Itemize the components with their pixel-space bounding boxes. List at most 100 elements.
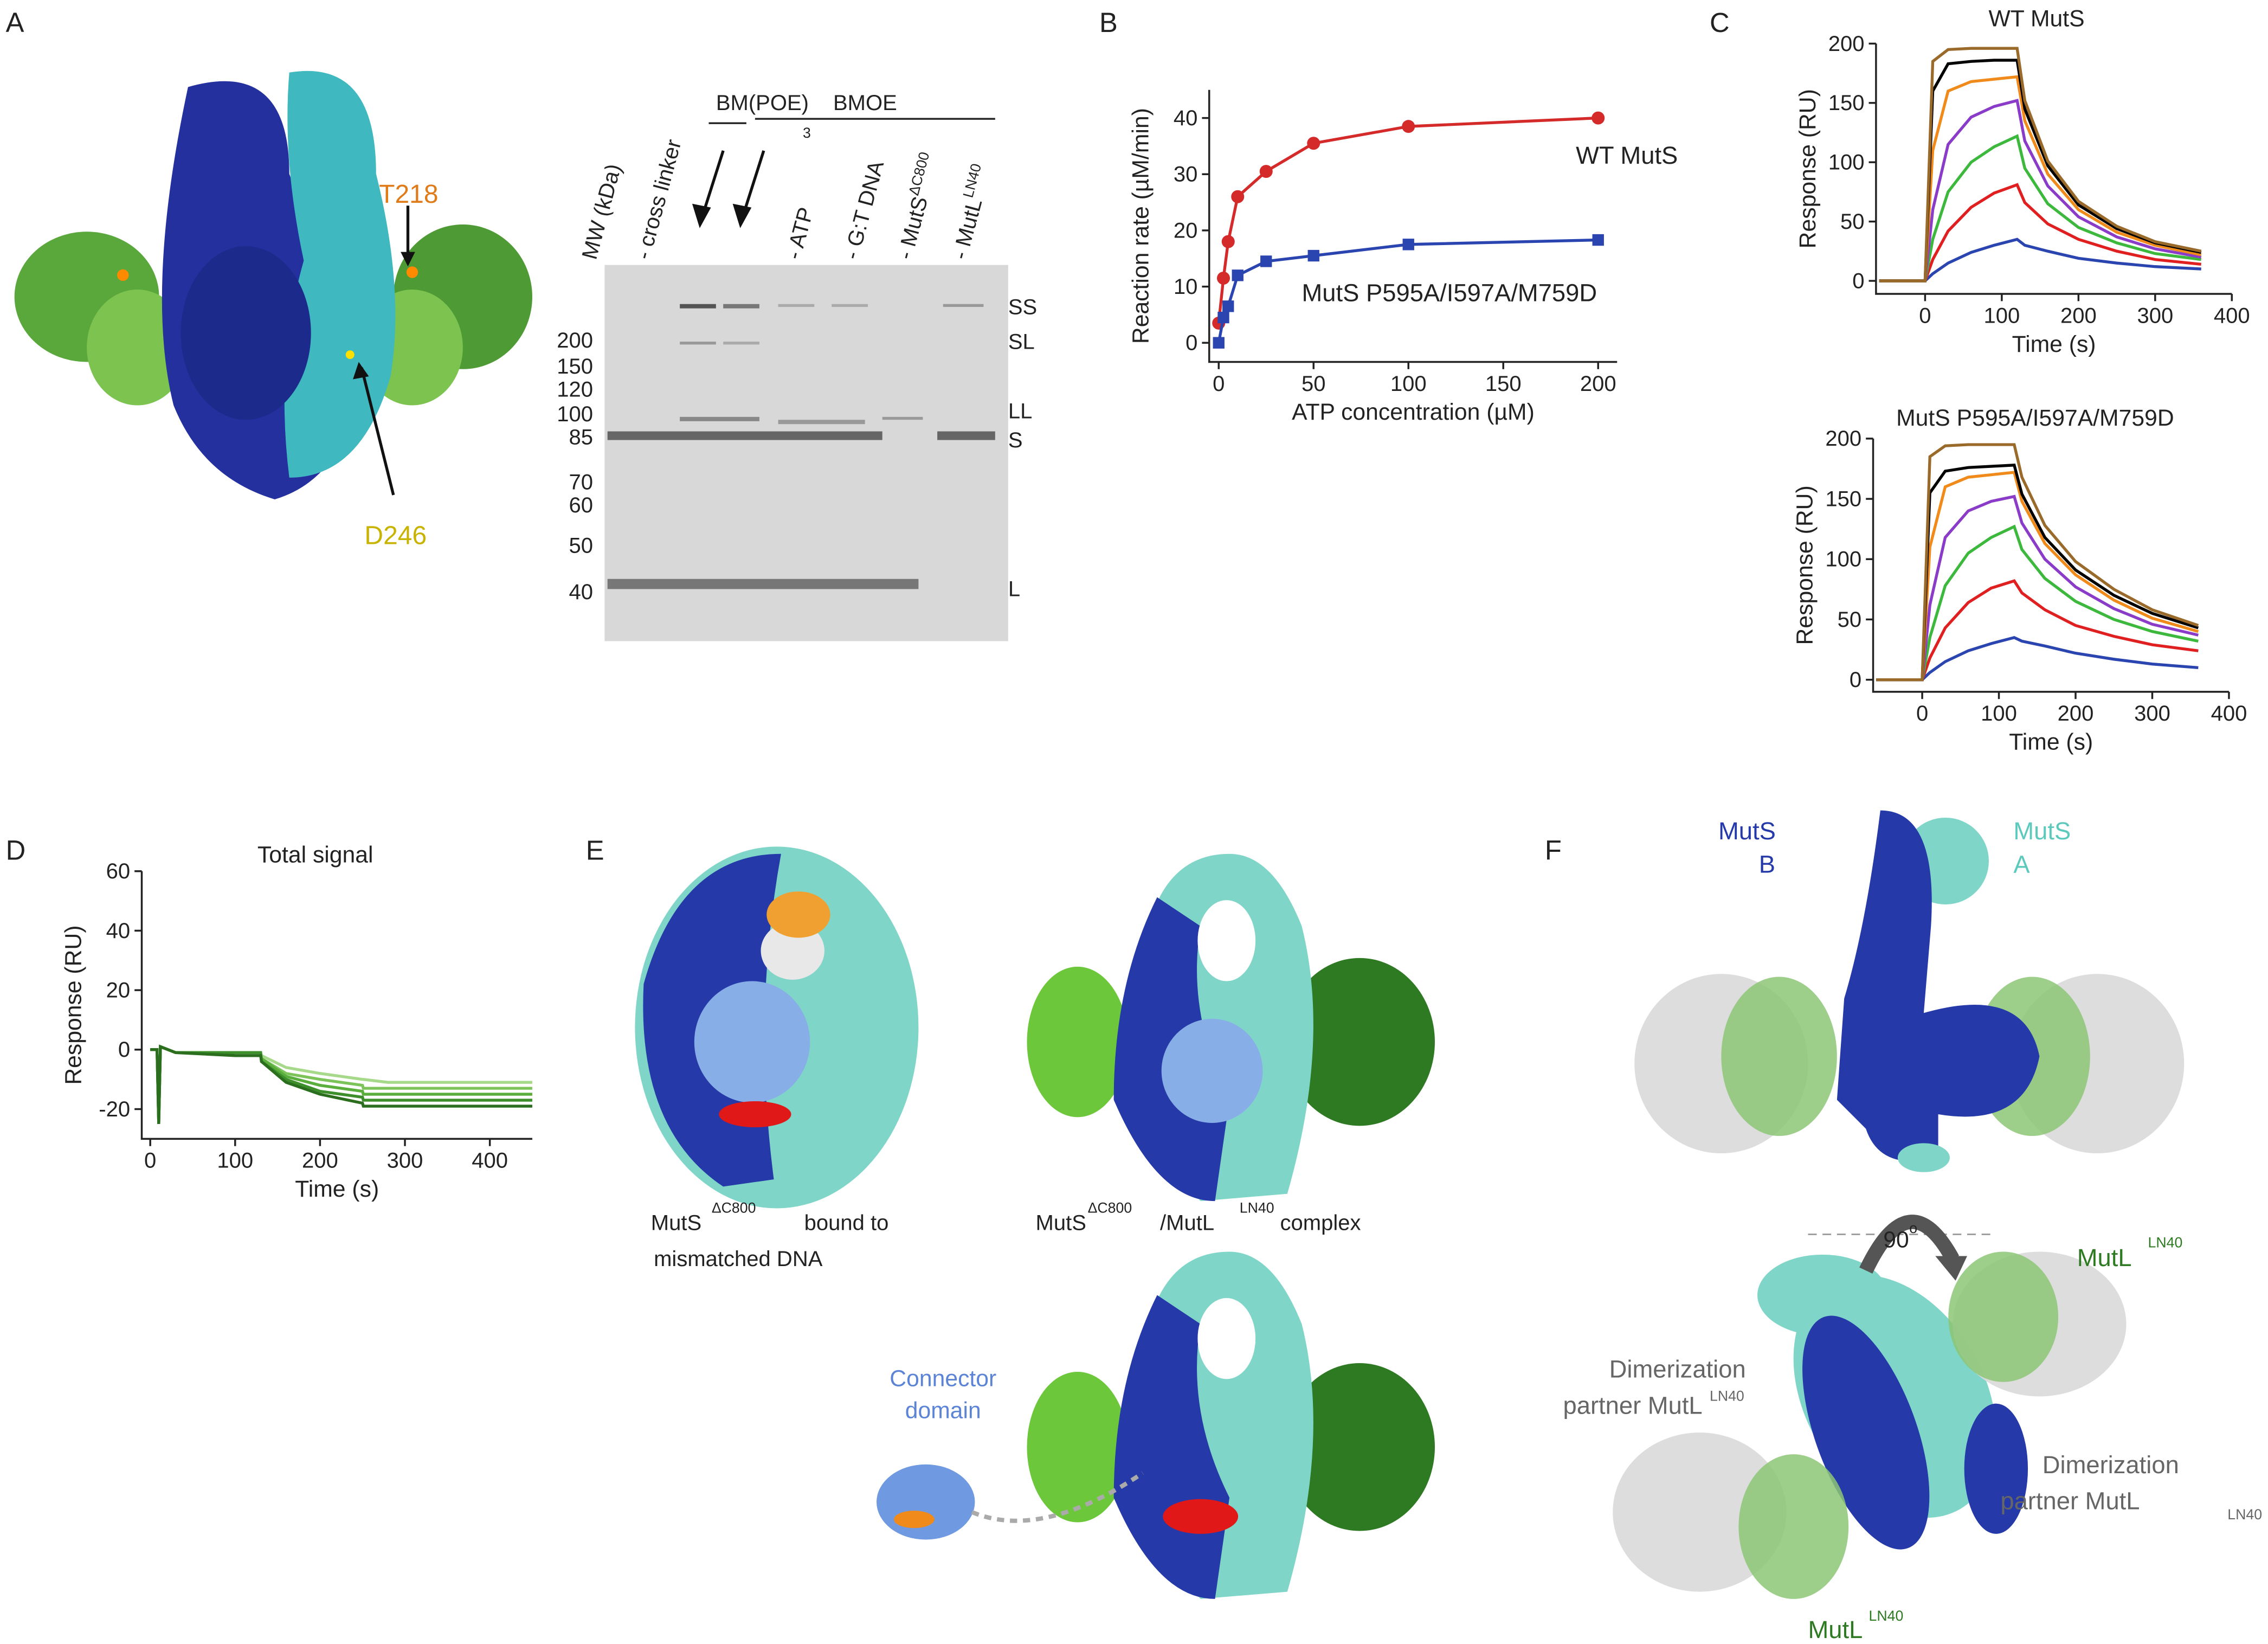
panel-label: A: [6, 7, 24, 38]
x-axis-label: Time (s): [295, 1176, 379, 1202]
mw-label: 200: [557, 329, 593, 352]
y-tick-label: 150: [1825, 487, 1861, 511]
series-line: [1879, 183, 2201, 282]
caption: /MutL: [1160, 1211, 1214, 1235]
mw-label: 85: [569, 426, 594, 449]
y-tick-label: 20: [1174, 219, 1198, 242]
protein-label: MutL: [2077, 1244, 2132, 1271]
y-tick-label: 200: [1828, 32, 1865, 56]
y-tick-label: 0: [118, 1038, 130, 1062]
mw-label: 150: [557, 355, 593, 378]
x-tick-label: 100: [1983, 304, 2020, 327]
y-axis-label: Response (RU): [1795, 89, 1821, 248]
chain-label: MutS: [1718, 817, 1776, 845]
band-label: S: [1008, 428, 1023, 452]
lane-label: - MutLLN40: [944, 162, 996, 262]
caption: MutS: [1036, 1211, 1086, 1235]
y-axis-label: Response (RU): [60, 925, 86, 1084]
marker: [1213, 337, 1225, 349]
y-tick-label: 10: [1174, 275, 1198, 299]
mw-label: 60: [569, 493, 594, 517]
y-tick-label: 150: [1828, 91, 1865, 115]
partner-label: Dimerization: [1609, 1356, 1746, 1383]
y-tick-label: 0: [1850, 668, 1861, 692]
x-tick-label: 300: [2134, 702, 2170, 725]
series-line: [1879, 99, 2202, 282]
chart-title: WT MutS: [1989, 5, 2085, 31]
series-line: [150, 1044, 532, 1125]
protein-sup: LN40: [1869, 1608, 1904, 1624]
protein-sup: LN40: [2148, 1234, 2183, 1250]
x-tick-label: 400: [2214, 304, 2250, 327]
protein-structure: [14, 70, 532, 499]
y-axis-label: Response (RU): [1792, 485, 1818, 645]
caption: MutS: [651, 1211, 701, 1235]
marker: [1216, 272, 1230, 285]
x-tick-label: 200: [2060, 304, 2097, 327]
x-tick-label: 0: [1916, 702, 1928, 725]
group-label: BM(POE): [716, 91, 809, 115]
caption-sup: ΔC800: [712, 1199, 756, 1216]
panel-label: F: [1545, 834, 1562, 865]
x-tick-label: 300: [2137, 304, 2173, 327]
residue-label: T218: [379, 180, 438, 209]
marker: [1402, 120, 1415, 133]
chain-label: A: [2013, 850, 2030, 878]
lane-sup: LN40: [960, 162, 984, 199]
x-tick-label: 0: [1919, 304, 1931, 327]
axis: [1208, 89, 1618, 363]
marker: [1217, 311, 1229, 324]
rotation-label: 90: [1883, 1226, 1909, 1253]
series-line: [150, 1044, 532, 1125]
series-line: [150, 1044, 532, 1125]
protein-label: MutL: [1808, 1616, 1863, 1643]
band-label: SL: [1008, 330, 1035, 354]
x-tick-label: 100: [1390, 372, 1427, 396]
y-tick-label: 100: [1825, 548, 1861, 571]
group-sub: 3: [803, 125, 811, 141]
series-line: [150, 1044, 532, 1125]
x-tick-label: 150: [1485, 372, 1522, 396]
surface-structures: [635, 846, 1435, 1599]
arrows: [692, 150, 765, 228]
series-line: [1876, 579, 2199, 682]
series-line: [1879, 237, 2201, 282]
chart-title: MutS P595A/I597A/M759D: [1896, 405, 2174, 431]
marker: [1259, 165, 1273, 178]
series-line: [1876, 524, 2199, 682]
marker: [1221, 235, 1235, 248]
series-line: [1879, 75, 2202, 282]
y-tick-label: 60: [106, 859, 131, 883]
x-tick-label: 0: [1213, 372, 1225, 396]
y-tick-label: 40: [1174, 106, 1198, 130]
x-axis-label: Time (s): [2012, 331, 2096, 357]
mw-label: 100: [557, 402, 593, 426]
series-label: WT MutS: [1576, 142, 1678, 169]
marker: [1402, 239, 1414, 251]
mw-label: 70: [569, 470, 594, 494]
group-label: BMOE: [833, 91, 897, 115]
x-tick-label: 50: [1301, 372, 1326, 396]
lane-text: - MutL: [948, 196, 987, 262]
band-label: L: [1008, 577, 1020, 601]
lane-label: - cross linker: [631, 137, 686, 262]
x-tick-label: 100: [1981, 702, 2017, 725]
series-line: [1879, 134, 2202, 282]
partner-sup: LN40: [1710, 1388, 1744, 1404]
y-tick-label: 0: [1185, 331, 1197, 355]
marker: [1592, 234, 1604, 246]
marker: [1592, 111, 1605, 125]
lane-text: - MutS: [893, 194, 932, 262]
mw-title: MW (kDa): [578, 162, 626, 262]
mw-label: 40: [569, 580, 594, 604]
series-line: [1876, 495, 2199, 682]
lane-label: - MutSΔC800: [889, 150, 944, 262]
series-line: [1876, 635, 2199, 682]
x-axis-label: ATP concentration (µM): [1292, 399, 1535, 425]
lane-sup: ΔC800: [905, 150, 932, 197]
panel-label: D: [6, 834, 26, 865]
series-line: [1876, 471, 2199, 682]
panel-label: B: [1099, 7, 1118, 38]
